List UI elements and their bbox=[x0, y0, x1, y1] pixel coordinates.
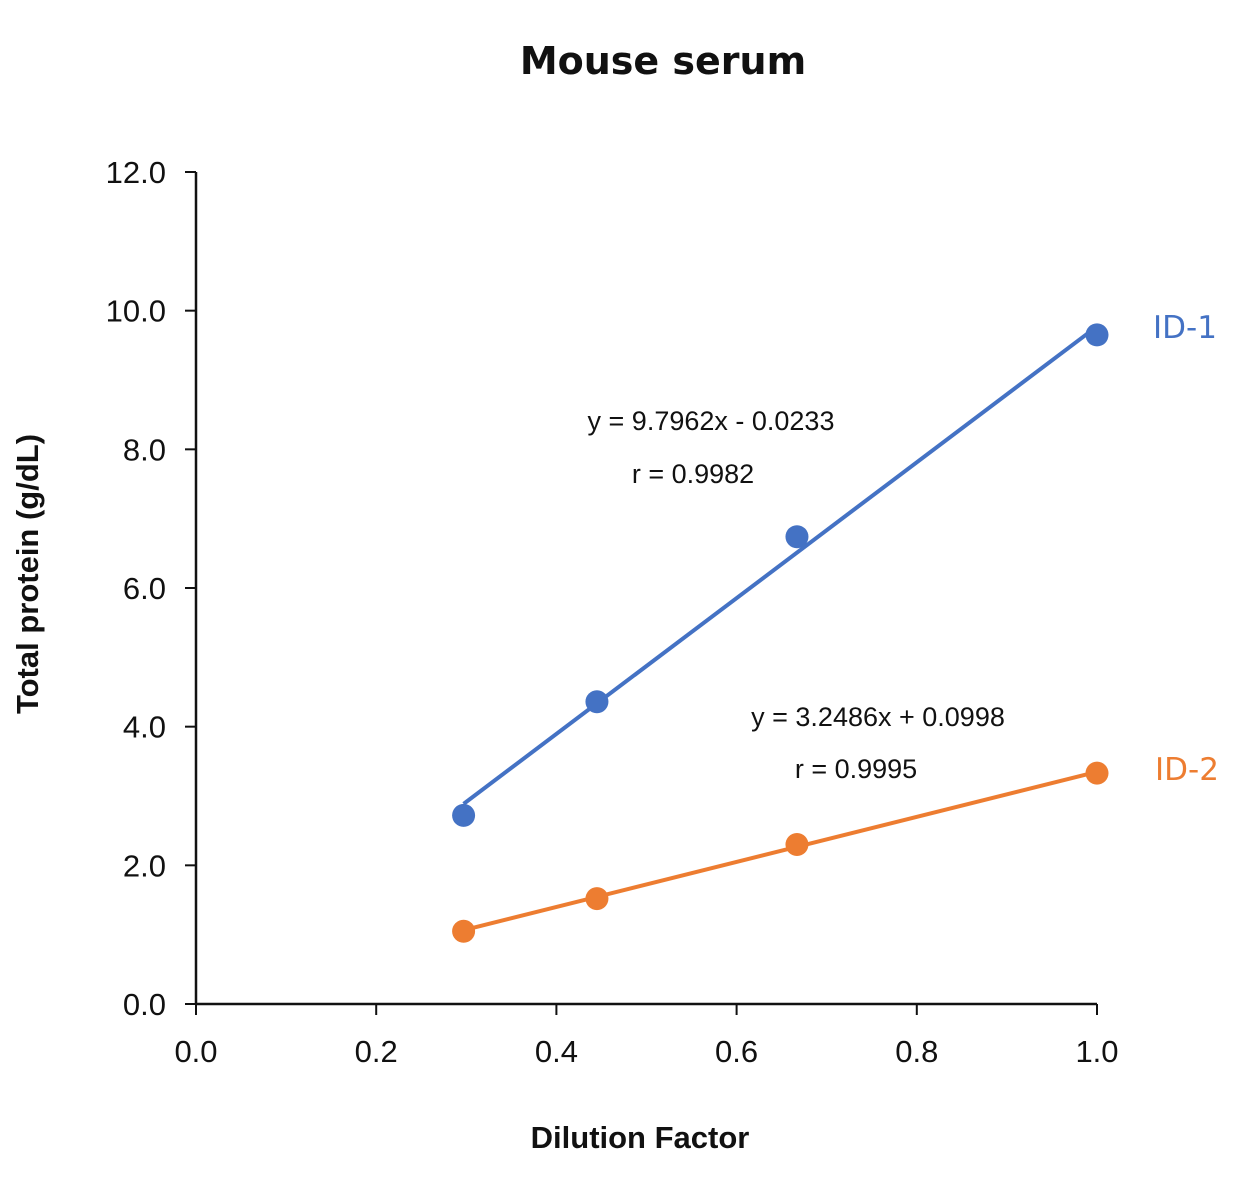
trendline-id-2 bbox=[463, 769, 1098, 933]
y-axis-label: Total protein (g/dL) bbox=[10, 434, 45, 714]
y-tick-label: 4.0 bbox=[123, 710, 166, 745]
data-point-id-1 bbox=[1085, 323, 1109, 347]
data-point-id-1 bbox=[585, 690, 609, 714]
x-tick-label: 1.0 bbox=[1075, 1034, 1118, 1069]
y-tick-label: 2.0 bbox=[123, 848, 166, 883]
y-tick-label: 8.0 bbox=[123, 432, 166, 467]
axes bbox=[185, 171, 1098, 1015]
data-point-id-2 bbox=[585, 887, 609, 911]
trendlines bbox=[462, 324, 1099, 933]
data-point-id-1 bbox=[785, 525, 809, 549]
x-axis-label: Dilution Factor bbox=[531, 1120, 750, 1155]
data-point-id-2 bbox=[1085, 761, 1109, 785]
series-label-id-1: ID-1 bbox=[1153, 310, 1217, 346]
data-point-id-1 bbox=[452, 803, 476, 827]
y-tick-label: 10.0 bbox=[106, 294, 166, 329]
trendline-equation-id-1: y = 9.7962x - 0.0233 bbox=[588, 406, 835, 436]
data-points bbox=[452, 323, 1109, 943]
y-tick-label: 0.0 bbox=[123, 987, 166, 1022]
trendline-id-1 bbox=[462, 324, 1099, 806]
data-point-id-2 bbox=[785, 833, 809, 857]
chart-title: Mouse serum bbox=[520, 39, 806, 83]
annotations: y = 9.7962x - 0.0233 r = 0.9982 ID-1 y = 3.… bbox=[588, 310, 1219, 788]
x-tick-label: 0.4 bbox=[535, 1034, 578, 1069]
x-tick-label: 0.8 bbox=[895, 1034, 938, 1069]
trendline-equation-id-2: y = 3.2486x + 0.0998 bbox=[751, 702, 1005, 732]
y-tick-label: 12.0 bbox=[106, 155, 166, 190]
x-tick-label: 0.2 bbox=[355, 1034, 398, 1069]
correlation-id-1: r = 0.9982 bbox=[632, 459, 754, 489]
data-point-id-2 bbox=[452, 919, 476, 943]
tick-labels: 0.0 0.2 0.4 0.6 0.8 1.0 0.0 2.0 4.0 6.0 8.0 10.0 12.… bbox=[106, 155, 1119, 1069]
series-label-id-2: ID-2 bbox=[1155, 752, 1219, 788]
y-tick-label: 6.0 bbox=[123, 571, 166, 606]
x-tick-label: 0.0 bbox=[174, 1034, 217, 1069]
correlation-id-2: r = 0.9995 bbox=[795, 754, 917, 784]
x-tick-label: 0.6 bbox=[715, 1034, 758, 1069]
